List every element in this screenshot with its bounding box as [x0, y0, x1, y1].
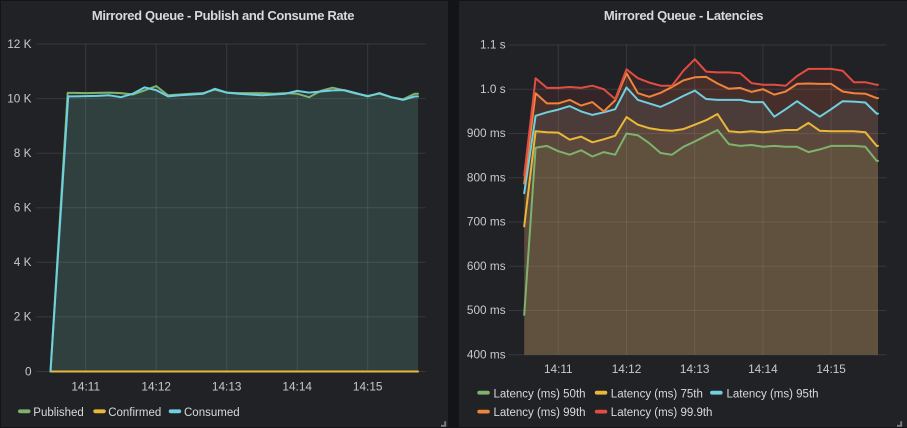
- svg-text:Latency (ms) 50th: Latency (ms) 50th: [494, 389, 586, 401]
- svg-text:14:14: 14:14: [748, 362, 778, 376]
- svg-text:14:13: 14:13: [212, 380, 242, 394]
- svg-text:Latency (ms) 99th: Latency (ms) 99th: [494, 407, 586, 419]
- svg-text:14:15: 14:15: [816, 362, 846, 376]
- svg-text:10 K: 10 K: [7, 91, 31, 105]
- svg-text:900 ms: 900 ms: [467, 126, 506, 140]
- svg-text:14:13: 14:13: [680, 362, 710, 376]
- svg-text:Latency (ms) 95th: Latency (ms) 95th: [727, 389, 819, 401]
- svg-text:Mirrored Queue - Publish and C: Mirrored Queue - Publish and Consume Rat…: [92, 8, 354, 23]
- svg-text:2 K: 2 K: [14, 310, 32, 324]
- svg-text:14:14: 14:14: [282, 380, 312, 394]
- svg-text:Confirmed: Confirmed: [108, 407, 161, 419]
- svg-text:14:12: 14:12: [141, 380, 171, 394]
- svg-text:8 K: 8 K: [14, 146, 32, 160]
- svg-text:600 ms: 600 ms: [467, 259, 506, 273]
- svg-text:14:15: 14:15: [353, 380, 383, 394]
- svg-text:700 ms: 700 ms: [467, 215, 506, 229]
- svg-text:14:11: 14:11: [71, 380, 100, 394]
- svg-text:14:11: 14:11: [544, 362, 573, 376]
- svg-text:Latency (ms) 99.9th: Latency (ms) 99.9th: [611, 407, 713, 419]
- svg-text:0: 0: [25, 364, 32, 378]
- svg-text:6 K: 6 K: [14, 201, 32, 215]
- svg-text:Published: Published: [33, 407, 84, 419]
- svg-text:Consumed: Consumed: [184, 407, 240, 419]
- svg-text:800 ms: 800 ms: [467, 170, 506, 184]
- svg-text:12 K: 12 K: [7, 37, 31, 51]
- svg-text:500 ms: 500 ms: [467, 303, 506, 317]
- svg-text:Mirrored Queue - Latencies: Mirrored Queue - Latencies: [604, 8, 763, 23]
- svg-text:4 K: 4 K: [14, 255, 32, 269]
- svg-text:Latency (ms) 75th: Latency (ms) 75th: [611, 389, 703, 401]
- svg-text:400 ms: 400 ms: [467, 347, 506, 361]
- svg-text:14:12: 14:12: [612, 362, 642, 376]
- svg-text:1.0 s: 1.0 s: [480, 82, 506, 96]
- svg-text:1.1 s: 1.1 s: [480, 38, 506, 52]
